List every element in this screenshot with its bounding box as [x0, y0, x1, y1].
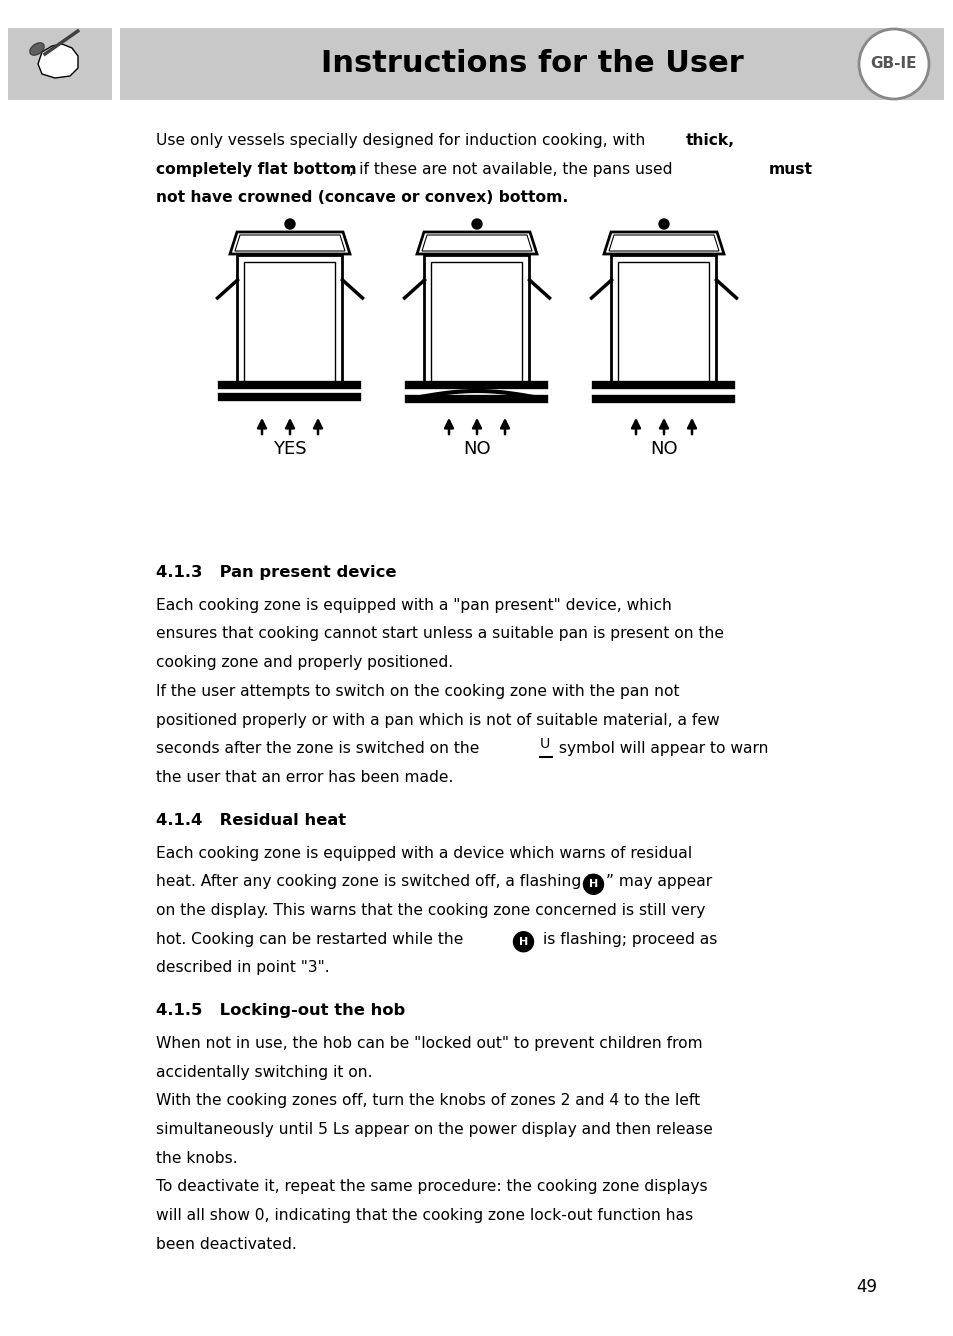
Text: seconds after the zone is switched on the: seconds after the zone is switched on th…: [155, 741, 483, 756]
Bar: [618, 262, 709, 385]
Text: ” may appear: ” may appear: [605, 874, 711, 890]
Text: been deactivated.: been deactivated.: [155, 1237, 296, 1252]
Text: on the display. This warns that the cooking zone concerned is still very: on the display. This warns that the cook…: [155, 903, 704, 918]
Text: To deactivate it, repeat the same procedure: the cooking zone displays: To deactivate it, repeat the same proced…: [155, 1180, 706, 1194]
Text: With the cooking zones off, turn the knobs of zones 2 and 4 to the left: With the cooking zones off, turn the kno…: [155, 1093, 699, 1109]
Bar: [8, 28, 112, 100]
Text: thick,: thick,: [685, 134, 734, 148]
Text: NO: NO: [463, 440, 490, 458]
Text: GB-IE: GB-IE: [870, 56, 916, 72]
Text: H: H: [588, 879, 598, 890]
Polygon shape: [38, 44, 78, 77]
Ellipse shape: [30, 43, 44, 55]
Text: hot. Cooking can be restarted while the: hot. Cooking can be restarted while the: [155, 931, 467, 947]
Text: NO: NO: [650, 440, 677, 458]
Text: 4.1.4   Residual heat: 4.1.4 Residual heat: [155, 812, 345, 828]
Text: 49: 49: [856, 1279, 877, 1296]
Text: positioned properly or with a pan which is not of suitable material, a few: positioned properly or with a pan which …: [155, 712, 719, 728]
Polygon shape: [603, 232, 723, 254]
Text: not have crowned (concave or convex) bottom.: not have crowned (concave or convex) bot…: [155, 191, 567, 206]
Text: When not in use, the hob can be "locked out" to prevent children from: When not in use, the hob can be "locked …: [155, 1035, 701, 1051]
Text: completely flat bottom: completely flat bottom: [155, 162, 355, 176]
Circle shape: [285, 219, 294, 228]
Text: If the user attempts to switch on the cooking zone with the pan not: If the user attempts to switch on the co…: [155, 684, 679, 699]
Bar: [0, 24, 120, 104]
Text: 4.1.5   Locking-out the hob: 4.1.5 Locking-out the hob: [155, 1003, 404, 1018]
Bar: [424, 255, 529, 385]
Text: simultaneously until 5 Ls appear on the power display and then release: simultaneously until 5 Ls appear on the …: [155, 1122, 712, 1137]
Text: Each cooking zone is equipped with a "pan present" device, which: Each cooking zone is equipped with a "pa…: [155, 597, 671, 613]
Text: the user that an error has been made.: the user that an error has been made.: [155, 770, 453, 786]
Polygon shape: [230, 232, 350, 254]
Text: described in point "3".: described in point "3".: [155, 961, 329, 975]
Circle shape: [583, 874, 603, 894]
Text: the knobs.: the knobs.: [155, 1150, 237, 1166]
Text: Instructions for the User: Instructions for the User: [320, 49, 742, 79]
Circle shape: [513, 931, 533, 951]
Text: symbol will appear to warn: symbol will appear to warn: [553, 741, 767, 756]
Text: must: must: [768, 162, 812, 176]
Text: ensures that cooking cannot start unless a suitable pan is present on the: ensures that cooking cannot start unless…: [155, 627, 722, 641]
Bar: [611, 255, 716, 385]
Text: U: U: [539, 737, 549, 751]
Text: 4.1.3   Pan present device: 4.1.3 Pan present device: [155, 565, 395, 580]
Bar: [120, 28, 943, 100]
Polygon shape: [416, 232, 537, 254]
Bar: [237, 255, 342, 385]
Bar: [0, 0, 953, 28]
Bar: [431, 262, 522, 385]
Circle shape: [858, 29, 928, 99]
Text: is flashing; proceed as: is flashing; proceed as: [537, 931, 716, 947]
Text: YES: YES: [273, 440, 307, 458]
Text: Use only vessels specially designed for induction cooking, with: Use only vessels specially designed for …: [155, 134, 649, 148]
Circle shape: [472, 219, 481, 228]
Circle shape: [659, 219, 668, 228]
Text: will all show 0, indicating that the cooking zone lock-out function has: will all show 0, indicating that the coo…: [155, 1208, 692, 1224]
Bar: [244, 262, 335, 385]
Text: accidentally switching it on.: accidentally switching it on.: [155, 1065, 372, 1079]
Text: H: H: [518, 937, 528, 947]
Text: Each cooking zone is equipped with a device which warns of residual: Each cooking zone is equipped with a dev…: [155, 846, 691, 860]
Text: heat. After any cooking zone is switched off, a flashing “: heat. After any cooking zone is switched…: [155, 874, 593, 890]
Text: cooking zone and properly positioned.: cooking zone and properly positioned.: [155, 655, 452, 671]
Text: ; if these are not available, the pans used: ; if these are not available, the pans u…: [348, 162, 677, 176]
